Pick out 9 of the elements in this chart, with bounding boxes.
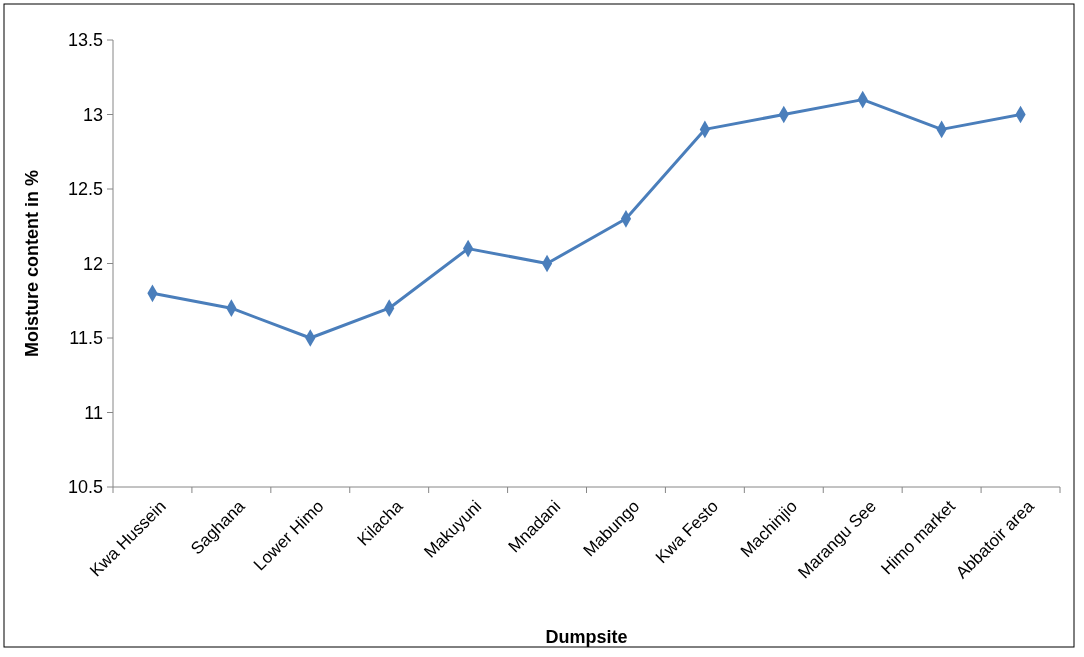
y-tick-label: 10.5 — [67, 477, 103, 498]
y-tick-label: 13 — [82, 104, 103, 125]
y-axis-title: Moisture content in % — [22, 169, 42, 358]
y-tick-label: 11.5 — [69, 328, 103, 349]
y-tick-label: 13.5 — [67, 30, 103, 51]
y-tick-label: 11 — [84, 402, 103, 423]
y-tick-label: 12.5 — [67, 179, 103, 200]
y-tick-label: 12 — [82, 253, 103, 274]
x-axis-title: Dumpsite — [545, 627, 628, 647]
